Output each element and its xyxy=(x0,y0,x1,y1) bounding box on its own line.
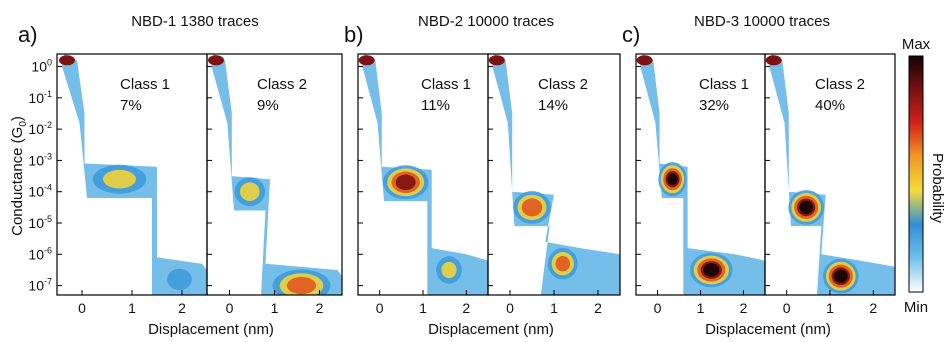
x-tick-label: 1 xyxy=(550,300,558,316)
plateau-density xyxy=(555,256,571,272)
panel-c-x-axis-label: Displacement (nm) xyxy=(705,321,831,338)
density-map xyxy=(59,54,207,295)
class-label: Class 1 xyxy=(421,76,471,93)
x-tick-label: 1 xyxy=(128,300,136,316)
class-label: Class 1 xyxy=(120,76,170,93)
colorbar-min-label: Min xyxy=(904,299,928,316)
plateau-density xyxy=(395,174,416,191)
x-tick-label: 0 xyxy=(226,300,234,316)
plateau-density xyxy=(441,261,457,279)
class-percent: 7% xyxy=(120,97,142,114)
contact-peak xyxy=(636,55,653,66)
x-tick-label: 2 xyxy=(462,300,470,316)
y-axis-label: Conductance (G0) xyxy=(9,116,29,236)
contact-peak xyxy=(59,55,75,66)
colorbar-max-label: Max xyxy=(902,36,931,53)
panel-b-title: NBD-2 10000 traces xyxy=(418,13,554,30)
density-map xyxy=(636,54,765,295)
x-tick-label: 0 xyxy=(376,300,384,316)
plateau-density xyxy=(833,269,848,283)
class-percent: 32% xyxy=(699,97,729,114)
density-map xyxy=(765,54,895,295)
panel-c-title: NBD-3 10000 traces xyxy=(694,13,830,30)
x-tick-label: 0 xyxy=(654,300,662,316)
plateau-density xyxy=(703,263,720,277)
y-tick-label: 10-3 xyxy=(28,151,52,168)
x-tick-label: 2 xyxy=(869,300,877,316)
x-tick-label: 0 xyxy=(783,300,791,316)
plateau-density xyxy=(103,169,136,189)
panel-b-letter: b) xyxy=(344,22,364,47)
x-tick-label: 2 xyxy=(178,300,186,316)
x-tick-label: 1 xyxy=(697,300,705,316)
colorbar xyxy=(908,55,924,293)
contact-peak xyxy=(358,55,375,66)
panel-b-x-axis-label: Displacement (nm) xyxy=(428,321,554,338)
x-tick-label: 2 xyxy=(594,300,602,316)
density-map xyxy=(358,54,488,295)
plateau-density xyxy=(799,200,814,215)
colorbar-title: Probability xyxy=(929,153,946,224)
x-tick-label: 1 xyxy=(826,300,834,316)
plateau-density xyxy=(521,198,543,217)
class-label: Class 2 xyxy=(538,76,588,93)
class-percent: 11% xyxy=(421,97,450,114)
plateau-density xyxy=(667,173,678,186)
class-label: Class 2 xyxy=(257,76,307,93)
class-percent: 40% xyxy=(815,97,845,114)
class-label: Class 2 xyxy=(815,76,865,93)
contact-peak xyxy=(208,55,224,66)
plateau-density xyxy=(286,277,317,295)
x-tick-label: 0 xyxy=(78,300,86,316)
class-percent: 9% xyxy=(257,97,279,114)
panel-a-letter: a) xyxy=(18,22,38,47)
panel-a-x-axis-label: Displacement (nm) xyxy=(148,321,274,338)
density-map xyxy=(488,54,620,295)
y-tick-label: 10-6 xyxy=(28,245,52,262)
x-tick-label: 2 xyxy=(740,300,748,316)
heatmap-layer xyxy=(59,54,895,295)
x-tick-label: 0 xyxy=(506,300,514,316)
plateau-density xyxy=(167,268,192,291)
y-tick-label: 10-2 xyxy=(28,120,52,137)
contact-peak xyxy=(488,55,505,66)
y-tick-label: 10-4 xyxy=(28,183,52,200)
plateau-density xyxy=(240,182,260,201)
panel-c-letter: c) xyxy=(622,22,640,47)
y-tick-label: 10-1 xyxy=(28,89,52,106)
class-percent: 14% xyxy=(538,97,568,114)
x-tick-label: 1 xyxy=(419,300,427,316)
density-envelope xyxy=(492,54,620,295)
panel-a-title: NBD-1 1380 traces xyxy=(131,13,259,30)
density-envelope xyxy=(769,54,895,295)
class-label: Class 1 xyxy=(699,76,749,93)
y-tick-label: 10-7 xyxy=(28,277,52,294)
density-envelope xyxy=(211,54,342,295)
contact-peak xyxy=(765,55,782,66)
density-map xyxy=(208,54,342,295)
y-tick-label: 10-5 xyxy=(28,214,52,231)
y-tick-label: 100 xyxy=(31,58,52,75)
x-tick-label: 2 xyxy=(316,300,324,316)
x-tick-label: 1 xyxy=(271,300,279,316)
